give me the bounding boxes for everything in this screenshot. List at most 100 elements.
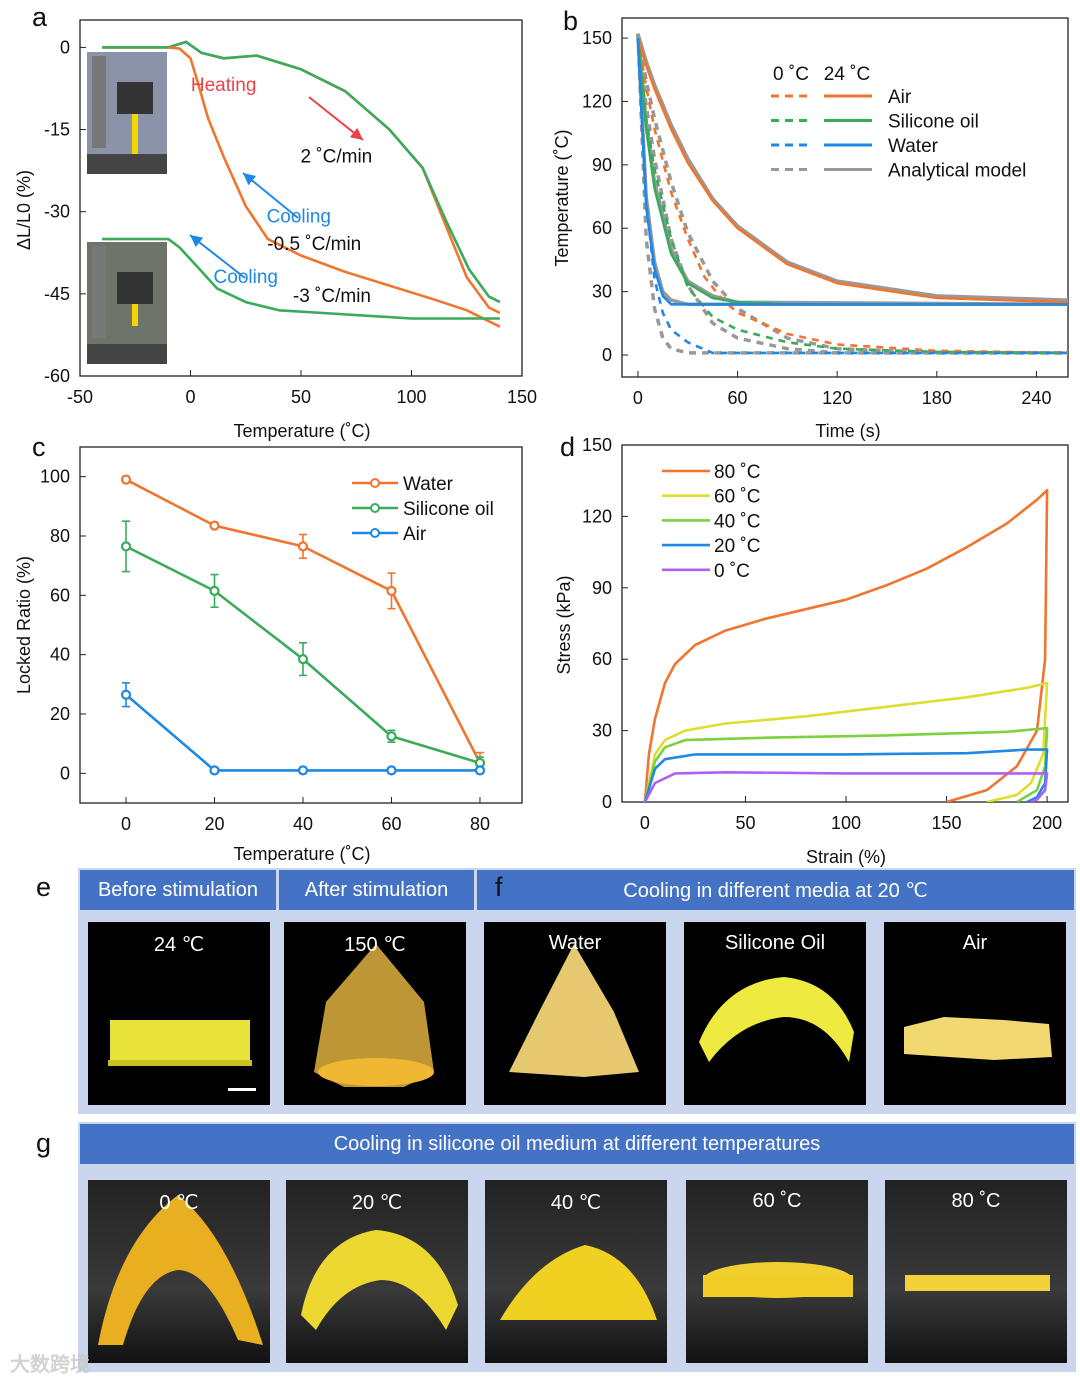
sample-photo: 0 ℃ [88, 1180, 270, 1363]
photo-caption: 20 ℃ [351, 1192, 403, 1214]
legend-label: Silicone oil [888, 112, 979, 133]
y-axis-label: Temperature (˚C) [552, 129, 572, 266]
y-tick-label: 90 [592, 155, 612, 175]
data-point [209, 765, 220, 776]
series-line-a-1 [102, 40, 501, 304]
y-tick-label: 60 [592, 218, 612, 238]
sample-shape [314, 944, 434, 1087]
inset-photo-base [87, 344, 167, 364]
y-tick-label: -30 [44, 202, 70, 222]
series-line-d-3 [643, 748, 1049, 802]
series-line-a-3 [102, 237, 500, 320]
x-tick-label: 180 [922, 388, 952, 408]
y-tick-label: 150 [582, 28, 612, 48]
photo-caption: Water [548, 932, 602, 954]
series-line-b-11 [636, 38, 1068, 355]
header-cooling-media: f Cooling in different media at 20 ℃ [477, 870, 1074, 910]
legend-header-0: 0 ˚C [773, 64, 809, 85]
x-tick-label: 50 [291, 387, 311, 407]
data-point [120, 474, 132, 485]
y-axis-label: Stress (kPa) [554, 575, 574, 674]
data-point [386, 585, 397, 596]
sample-photo: 20 ℃ [286, 1180, 468, 1363]
annotation: Cooling [267, 207, 331, 228]
x-tick-label: 150 [932, 813, 962, 833]
legend-label: Water [403, 474, 454, 495]
y-tick-label: 90 [592, 578, 612, 598]
panel-label-e: e [36, 872, 52, 902]
x-tick-label: 60 [381, 814, 401, 834]
data-point [386, 731, 397, 742]
x-tick-label: 150 [507, 387, 537, 407]
plot-frame-d [621, 444, 1069, 803]
series-line-b-6 [636, 37, 1068, 304]
data-point [209, 585, 220, 596]
sample-shape [98, 1195, 263, 1345]
data-point [209, 520, 220, 531]
inset-photo-clamp [117, 82, 153, 114]
photo-caption: 60 ˚C [752, 1190, 802, 1212]
annotation: 2 ˚C/min [300, 146, 372, 167]
sample-shape [703, 1262, 853, 1298]
x-axis-label: Temperature (˚C) [233, 844, 370, 864]
data-point [297, 654, 309, 665]
plot-frame-b [621, 17, 1069, 378]
sample-shape [301, 1230, 458, 1330]
photo-caption: Silicone Oil [724, 932, 826, 954]
panel-label-f: f [495, 872, 503, 902]
x-tick-label: 0 [633, 388, 643, 408]
sample-shape [500, 1245, 657, 1320]
x-tick-label: 0 [121, 814, 131, 834]
sample-photo: 24 ℃ [88, 922, 270, 1105]
y-tick-label: -45 [44, 284, 70, 304]
plot-frame-c [79, 446, 523, 804]
panel-label-d: d [560, 432, 576, 462]
header-silicone-temps: Cooling in silicone oil medium at differ… [80, 1124, 1074, 1164]
sample-shape [509, 944, 639, 1077]
header-cooling-media-text: Cooling in different media at 20 ℃ [623, 879, 928, 902]
x-tick-label: 60 [728, 388, 748, 408]
y-tick-label: 40 [50, 645, 70, 665]
inset-photo-sample [132, 114, 138, 154]
series-line-c-2 [125, 693, 480, 772]
series-line-d-0 [643, 488, 1049, 802]
panel-label-g: g [36, 1128, 52, 1158]
y-tick-label: -60 [44, 366, 70, 386]
y-tick-label: 150 [582, 435, 612, 455]
legend-label: 20 ˚C [714, 536, 760, 557]
y-tick-label: 0 [602, 345, 612, 365]
inset-photo-base [87, 154, 167, 174]
legend-label: 40 ˚C [714, 511, 760, 532]
sample-shape [108, 1020, 256, 1091]
y-tick-label: -15 [44, 120, 70, 140]
legend-marker [370, 528, 380, 538]
series-line-c-0 [125, 478, 482, 764]
photo-caption: 80 ˚C [951, 1190, 1001, 1212]
sample-shape [904, 1017, 1052, 1060]
series-line-a-2 [168, 46, 501, 328]
y-tick-label: 30 [592, 721, 612, 741]
x-tick-label: 100 [831, 813, 861, 833]
y-tick-label: 0 [602, 792, 612, 812]
photo-caption: 150 ℃ [344, 934, 406, 956]
annotation: Heating [191, 75, 257, 96]
x-tick-label: 80 [470, 814, 490, 834]
data-point [120, 689, 132, 700]
data-point [297, 765, 309, 776]
inset-photo-clamp [117, 272, 153, 304]
y-tick-label: 30 [592, 282, 612, 302]
sample-photo: Silicone Oil [684, 922, 866, 1105]
y-tick-label: 60 [50, 585, 70, 605]
panel-label-a: a [32, 2, 48, 32]
x-tick-label: 50 [735, 813, 755, 833]
y-tick-label: 100 [40, 467, 70, 487]
data-point [386, 765, 397, 776]
inset-photo-sample [132, 304, 138, 326]
x-tick-label: 20 [204, 814, 224, 834]
data-point [297, 541, 309, 552]
x-tick-label: 40 [293, 814, 313, 834]
photo-caption: Air [962, 932, 988, 954]
inset-photo-rod [92, 56, 106, 148]
series-line-b-9 [636, 37, 1068, 355]
